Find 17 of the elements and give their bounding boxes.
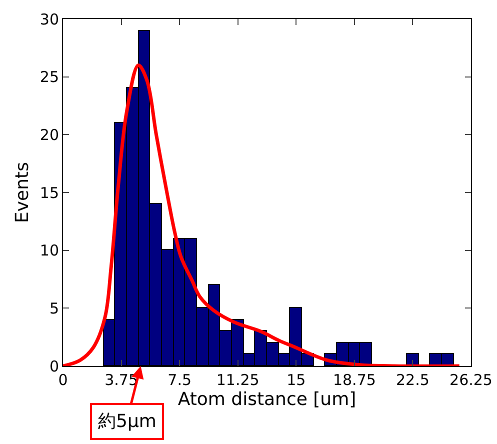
- y-tick-label: 25: [40, 68, 59, 86]
- line-series: [63, 64, 462, 366]
- x-tick-label: 7.5: [168, 371, 192, 389]
- x-tick-label: 15: [286, 371, 306, 389]
- x-axis-title: Atom distance [um]: [178, 389, 356, 410]
- y-tick-label: 20: [40, 126, 59, 144]
- y-tick-label: 5: [49, 299, 59, 318]
- x-tick-label: 18.75: [332, 371, 376, 389]
- y-tick-label: 15: [40, 184, 59, 202]
- y-tick-label: 30: [40, 10, 59, 28]
- x-tick-label: 26.25: [450, 371, 492, 389]
- x-tick-label: 11.25: [216, 371, 260, 389]
- y-axis-title: Events: [12, 162, 34, 223]
- y-tick-label: 0: [49, 357, 59, 376]
- y-tick-label: 10: [40, 242, 59, 260]
- x-tick-label: 22.5: [396, 371, 430, 389]
- annotation: 約5μm: [98, 411, 156, 432]
